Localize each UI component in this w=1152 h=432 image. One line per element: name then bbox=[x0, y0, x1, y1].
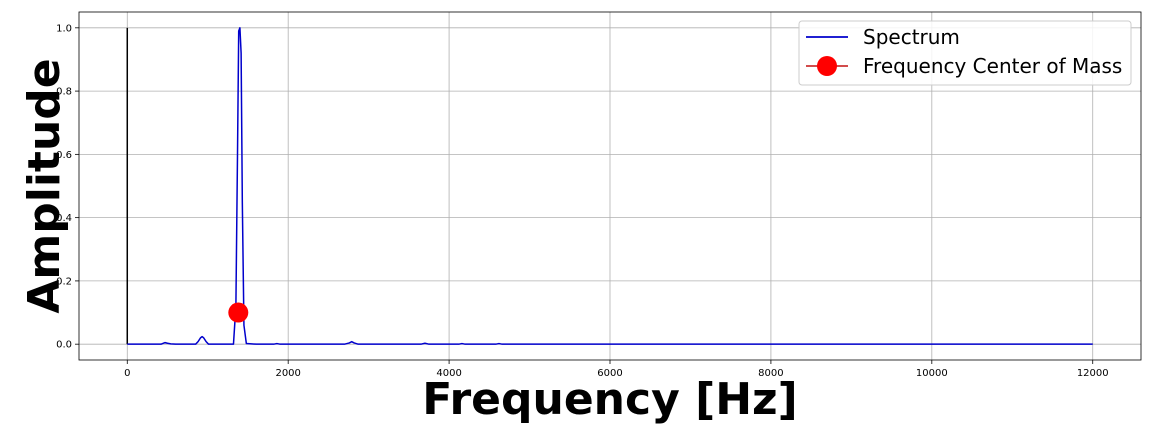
spectrum-line bbox=[127, 27, 1093, 345]
y-tick-label: 0.2 bbox=[56, 276, 72, 287]
legend-marker-center-of-mass bbox=[817, 56, 837, 76]
x-tick-label: 6000 bbox=[597, 368, 622, 379]
y-tick-label: 0.0 bbox=[56, 340, 72, 351]
x-axis-label: Frequency [Hz] bbox=[422, 374, 798, 425]
legend-label-center-of-mass: Frequency Center of Mass bbox=[863, 54, 1122, 78]
x-tick-label: 12000 bbox=[1077, 368, 1109, 379]
x-tick-label: 8000 bbox=[758, 368, 783, 379]
legend: Spectrum Frequency Center of Mass bbox=[798, 20, 1132, 86]
y-axis-label: Amplitude bbox=[19, 58, 70, 313]
y-tick-label: 0.4 bbox=[56, 213, 72, 224]
x-tick-label: 2000 bbox=[275, 368, 300, 379]
series-layer bbox=[126, 27, 1093, 345]
legend-label-spectrum: Spectrum bbox=[863, 25, 960, 49]
legend-box bbox=[798, 20, 1132, 86]
x-tick-label: 10000 bbox=[916, 368, 948, 379]
y-tick-label: 0.6 bbox=[56, 150, 72, 161]
x-tick-label: 4000 bbox=[436, 368, 461, 379]
x-tick-label: 0 bbox=[124, 368, 130, 379]
y-tick-label: 0.8 bbox=[56, 87, 72, 98]
center-of-mass-marker bbox=[228, 302, 249, 323]
ticks: 0 2000 4000 6000 8000 10000 12000 0.0 0.2 0.4 0.6 0… bbox=[56, 23, 1109, 379]
y-tick-label: 1.0 bbox=[56, 23, 72, 34]
